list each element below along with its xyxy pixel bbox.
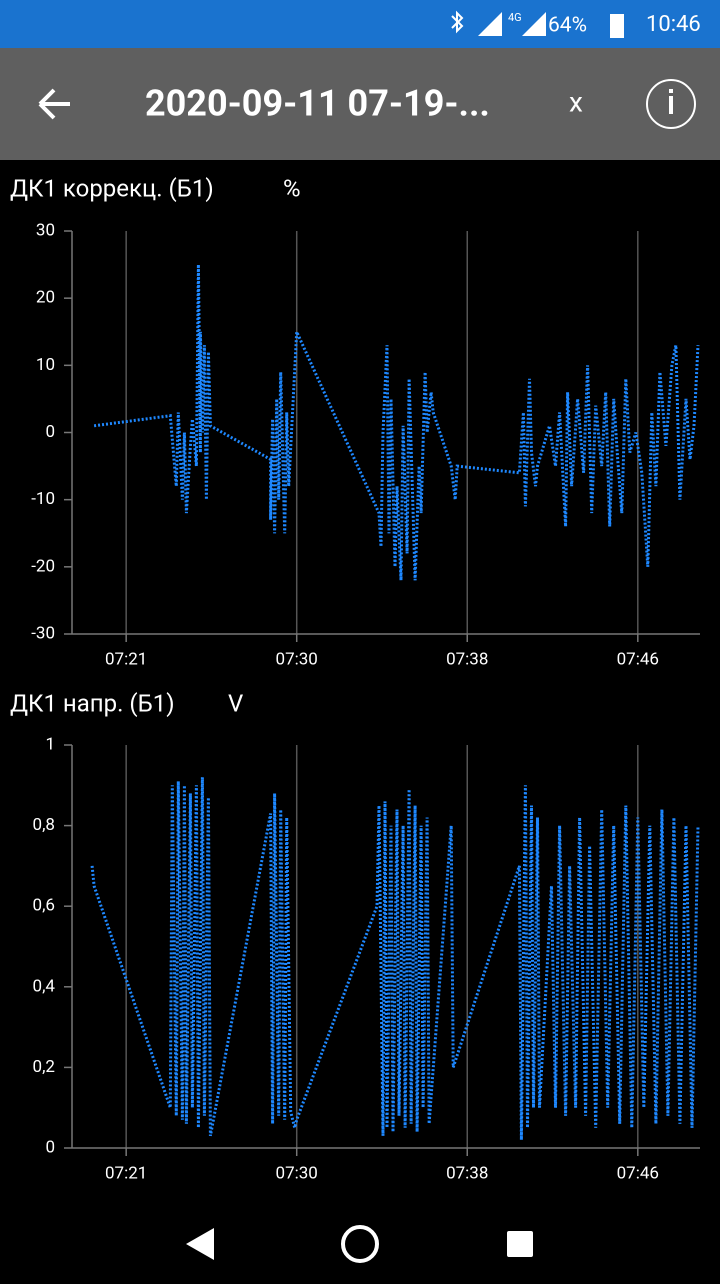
chart-unit: V xyxy=(228,689,243,717)
nav-bar xyxy=(186,1225,533,1263)
y-tick-label: 10 xyxy=(36,355,55,375)
chart-unit: % xyxy=(283,174,301,202)
x-tick-label: 07:21 xyxy=(105,649,147,669)
info-circle xyxy=(646,79,696,129)
x-tick-label: 07:30 xyxy=(276,1163,318,1183)
y-tick-label: -20 xyxy=(31,556,55,576)
charts: ДК1 коррекц. (Б1) % 07:21 07:30 07:38 07:46 -3… xyxy=(10,174,700,1183)
chart-title: ДК1 напр. (Б1) xyxy=(10,689,175,717)
nav-recents[interactable] xyxy=(507,1231,533,1257)
signal-icon xyxy=(478,12,502,36)
x-tick-label: 07:38 xyxy=(446,1163,488,1183)
nav-home[interactable] xyxy=(341,1225,379,1263)
network-label: 4G xyxy=(508,11,522,24)
x-tick-label: 07:46 xyxy=(617,1163,659,1183)
info-glyph xyxy=(669,89,673,93)
y-tick-label: 0,2 xyxy=(33,1057,55,1077)
y-tick-label: 30 xyxy=(36,220,55,240)
back-button[interactable] xyxy=(38,88,70,120)
battery-label: 64% xyxy=(548,14,587,38)
y-tick-label: 20 xyxy=(36,288,55,308)
y-tick-label: 0 xyxy=(45,422,55,442)
info-button[interactable] xyxy=(646,79,696,129)
app-bar xyxy=(0,48,720,160)
y-tick-label: -30 xyxy=(31,623,55,643)
status-icons xyxy=(451,10,624,38)
app-title: 2020-09-11 07-19-... xyxy=(145,83,490,125)
y-tick-label: -10 xyxy=(31,489,55,509)
x-tick-label: 07:30 xyxy=(276,649,318,669)
y-tick-label: 0 xyxy=(45,1137,55,1157)
close-button[interactable]: x xyxy=(569,85,583,118)
bluetooth-icon xyxy=(451,10,464,34)
x-tick-label: 07:21 xyxy=(105,1163,147,1183)
x-tick-label: 07:46 xyxy=(617,649,659,669)
status-bar xyxy=(0,0,720,48)
data-line xyxy=(90,777,700,1140)
y-tick-label: 0,8 xyxy=(33,815,55,835)
y-tick-label: 0,4 xyxy=(33,976,56,996)
battery-icon xyxy=(610,14,624,38)
clock: 10:46 xyxy=(646,12,701,37)
nav-back[interactable] xyxy=(186,1228,214,1260)
info-glyph xyxy=(669,96,673,114)
y-tick-label: 1 xyxy=(45,734,55,754)
signal-icon xyxy=(522,12,546,36)
back-arrow xyxy=(38,88,70,120)
y-tick-label: 0,6 xyxy=(33,896,55,916)
x-tick-label: 07:38 xyxy=(446,649,488,669)
data-line xyxy=(93,264,700,581)
chart-title: ДК1 коррекц. (Б1) xyxy=(10,174,214,202)
